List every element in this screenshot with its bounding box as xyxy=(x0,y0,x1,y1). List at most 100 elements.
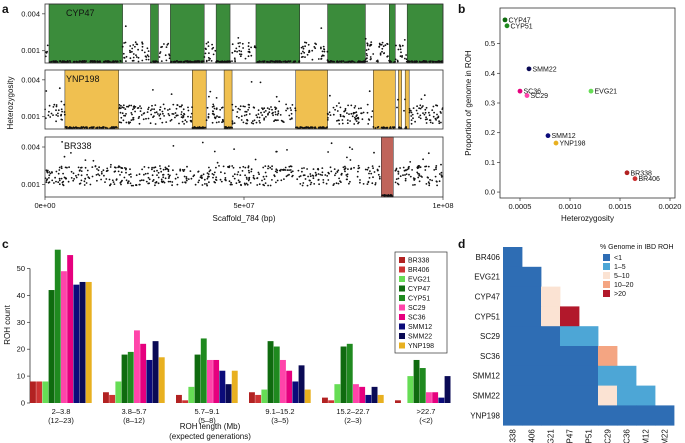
het-point xyxy=(55,104,58,106)
het-point xyxy=(158,114,161,117)
x-axis-title: ROH length (Mb) xyxy=(180,422,241,431)
het-point xyxy=(58,169,61,171)
het-point xyxy=(233,57,236,60)
het-point xyxy=(151,108,153,110)
het-point xyxy=(269,166,272,169)
legend-label: SC36 xyxy=(408,315,426,322)
het-point xyxy=(73,127,76,129)
het-point xyxy=(129,182,132,185)
het-point xyxy=(396,106,398,109)
het-point xyxy=(360,107,362,110)
het-point xyxy=(417,172,419,175)
het-point xyxy=(208,166,210,169)
het-point xyxy=(177,176,179,179)
het-point xyxy=(79,169,81,172)
het-point xyxy=(355,117,357,120)
het-point xyxy=(187,109,190,112)
het-point xyxy=(231,122,234,125)
het-point xyxy=(341,122,344,125)
het-point xyxy=(395,178,398,181)
het-point xyxy=(132,118,134,121)
het-point xyxy=(321,174,323,177)
het-point xyxy=(106,60,108,63)
het-point xyxy=(194,60,196,63)
het-point xyxy=(237,107,240,110)
het-point xyxy=(117,166,119,169)
het-point xyxy=(366,183,369,186)
het-point xyxy=(86,126,88,129)
het-point xyxy=(234,50,236,53)
het-point xyxy=(216,161,219,164)
het-point xyxy=(308,50,311,53)
het-point xyxy=(232,109,234,111)
het-point xyxy=(212,173,215,176)
category-label: 3.8–5.7 xyxy=(121,407,146,416)
het-point xyxy=(184,181,187,184)
het-point xyxy=(60,108,63,111)
het-point xyxy=(198,127,201,129)
point-label: SC29 xyxy=(531,93,549,100)
legend-swatch xyxy=(399,304,405,311)
het-point xyxy=(366,54,368,57)
het-point xyxy=(96,168,98,170)
het-point xyxy=(257,109,260,112)
het-point xyxy=(239,174,242,177)
het-point xyxy=(118,104,121,106)
het-point xyxy=(140,114,143,116)
het-point xyxy=(370,115,373,118)
het-point xyxy=(209,57,211,60)
het-point xyxy=(232,175,234,178)
het-point xyxy=(269,184,272,187)
y-tick-label: 0.4 xyxy=(485,69,495,78)
heat-cell xyxy=(636,405,656,426)
het-point xyxy=(119,107,122,110)
het-point xyxy=(325,182,328,185)
het-point xyxy=(239,42,241,44)
het-point xyxy=(307,43,310,46)
het-point xyxy=(243,182,246,185)
het-point xyxy=(280,179,283,182)
het-point xyxy=(272,111,274,114)
het-point xyxy=(376,126,379,129)
het-point xyxy=(353,166,355,169)
roh-segment xyxy=(223,69,233,130)
het-point xyxy=(348,146,351,149)
het-point xyxy=(142,179,145,182)
bar-smm12 xyxy=(219,370,226,403)
het-point xyxy=(409,175,412,178)
het-point xyxy=(343,110,345,113)
het-point xyxy=(329,166,332,169)
het-point xyxy=(237,37,240,39)
het-point xyxy=(311,49,314,52)
het-point xyxy=(416,112,419,115)
het-point xyxy=(347,168,349,171)
het-point xyxy=(351,148,354,151)
het-point xyxy=(367,123,370,125)
het-point xyxy=(419,117,422,120)
het-point xyxy=(140,107,143,110)
het-point xyxy=(55,170,58,173)
category-sublabel: (<2) xyxy=(419,416,433,425)
het-point xyxy=(349,120,351,122)
het-point xyxy=(320,46,322,49)
het-point xyxy=(423,94,426,97)
het-point xyxy=(233,122,236,124)
panel-label-d: d xyxy=(458,237,465,251)
het-point xyxy=(100,126,103,129)
het-point xyxy=(329,94,331,97)
het-point xyxy=(339,113,342,116)
heat-cell xyxy=(655,405,675,426)
het-point xyxy=(164,166,167,169)
het-point xyxy=(273,120,275,123)
het-point xyxy=(123,57,126,59)
het-point xyxy=(357,107,360,110)
legend-title: % Genome in IBD ROH xyxy=(600,244,674,251)
category-sublabel: (3–5) xyxy=(271,416,289,425)
het-point xyxy=(244,105,246,108)
het-point xyxy=(408,173,410,176)
het-point xyxy=(346,122,349,125)
subplot-frame xyxy=(44,69,444,130)
het-point xyxy=(91,166,94,169)
het-point xyxy=(80,166,82,169)
het-point xyxy=(162,103,165,106)
